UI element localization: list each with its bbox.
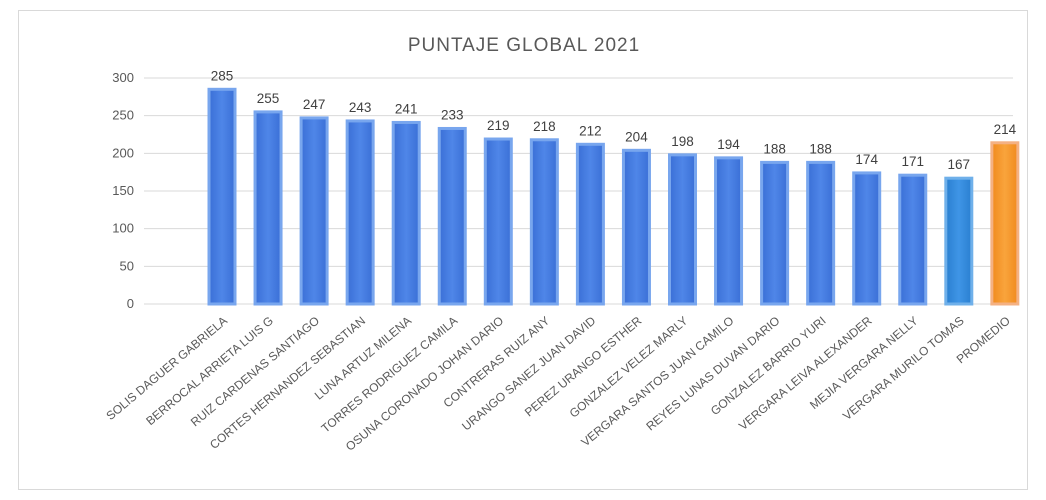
chart-title: PUNTAJE GLOBAL 2021 bbox=[408, 35, 640, 56]
data-label: 188 bbox=[809, 141, 832, 156]
bar bbox=[207, 87, 237, 306]
bar bbox=[437, 126, 467, 306]
bar bbox=[529, 138, 559, 306]
bar bbox=[253, 110, 283, 306]
bar bbox=[852, 171, 882, 306]
data-label: 212 bbox=[579, 123, 602, 138]
y-tick-label: 0 bbox=[127, 296, 134, 311]
bar bbox=[898, 173, 928, 306]
data-labels: 285 255 247 243 241 233 219 218 212 204 198 194 188 1… bbox=[211, 68, 1017, 172]
bar bbox=[299, 116, 329, 306]
y-tick-label: 100 bbox=[112, 221, 134, 236]
y-tick-label: 200 bbox=[112, 145, 134, 160]
data-label: 167 bbox=[948, 157, 971, 172]
bar-promedio bbox=[990, 141, 1020, 306]
bar bbox=[345, 119, 375, 306]
data-label: 247 bbox=[303, 97, 326, 112]
data-label: 174 bbox=[855, 152, 878, 167]
y-tick-label: 250 bbox=[112, 108, 134, 123]
data-label: 214 bbox=[994, 122, 1017, 137]
bar bbox=[806, 160, 836, 306]
data-label: 233 bbox=[441, 107, 464, 122]
data-label: 171 bbox=[901, 154, 924, 169]
bar bbox=[391, 120, 421, 306]
data-label: 255 bbox=[257, 91, 280, 106]
y-tick-label: 150 bbox=[112, 183, 134, 198]
bar bbox=[668, 153, 697, 306]
y-axis-ticks: 0 50 100 150 200 250 300 bbox=[112, 70, 134, 311]
chart-frame: PUNTAJE GLOBAL 2021 0 50 100 150 200 250 300 2… bbox=[18, 10, 1028, 490]
data-label: 219 bbox=[487, 118, 510, 133]
data-label: 204 bbox=[625, 129, 648, 144]
data-label: 188 bbox=[763, 141, 786, 156]
data-label: 198 bbox=[671, 134, 694, 149]
bar bbox=[575, 142, 605, 306]
bar bbox=[944, 176, 974, 306]
data-label: 241 bbox=[395, 101, 418, 116]
data-label: 243 bbox=[349, 100, 372, 115]
bar bbox=[760, 160, 790, 306]
bar-chart: PUNTAJE GLOBAL 2021 0 50 100 150 200 250 300 2… bbox=[103, 35, 1020, 454]
bar bbox=[483, 137, 513, 306]
y-tick-label: 50 bbox=[120, 258, 134, 273]
data-label: 194 bbox=[717, 137, 740, 152]
bars bbox=[207, 87, 1020, 306]
bar bbox=[621, 148, 651, 306]
data-label: 218 bbox=[533, 119, 556, 134]
bar bbox=[714, 156, 744, 306]
y-tick-label: 300 bbox=[112, 70, 134, 85]
data-label: 285 bbox=[211, 68, 234, 83]
